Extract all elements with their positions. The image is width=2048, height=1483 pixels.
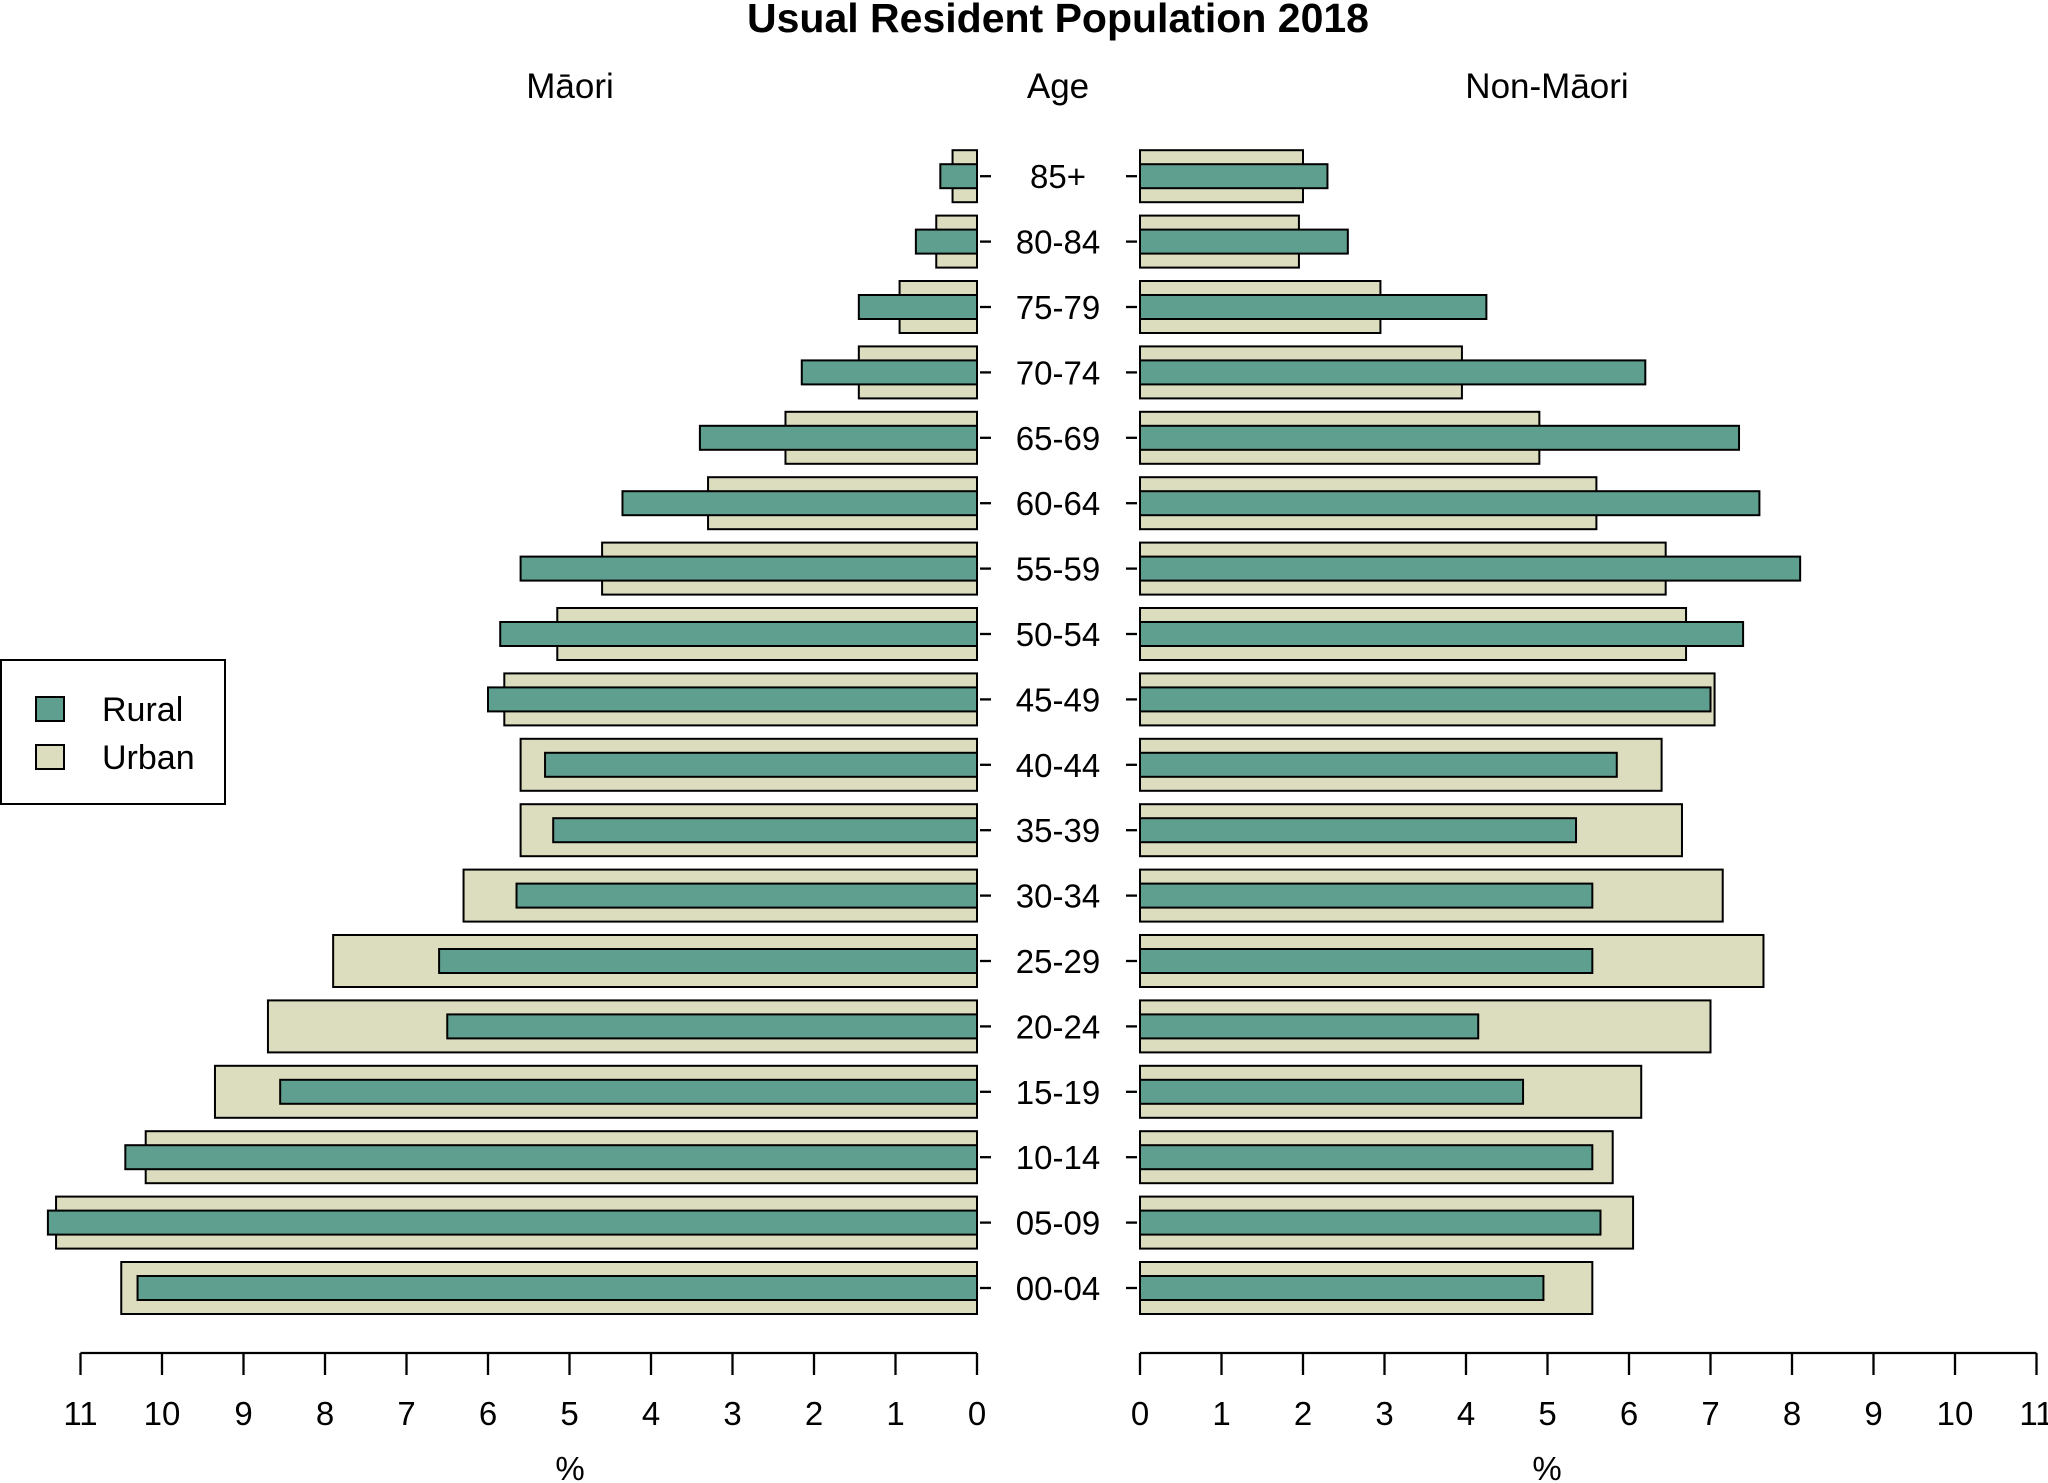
x-tick-label-maori-0: 0 — [968, 1395, 986, 1432]
bar-rural-non-maori-60-64 — [1139, 490, 1761, 517]
x-tick-label-non-maori-5: 5 — [1538, 1395, 1556, 1432]
x-tick-label-maori-6: 6 — [479, 1395, 497, 1432]
panel-header-maori: Māori — [526, 67, 614, 106]
age-label-00-04: 00-04 — [1016, 1270, 1100, 1307]
age-label-35-39: 35-39 — [1016, 812, 1100, 849]
bar-rural-non-maori-20-24 — [1139, 1013, 1480, 1040]
age-labels-group: 00-04 05-09 10-14 15-19 20-24 25-29 30-34 35-39… — [980, 158, 1137, 1307]
legend-box — [0, 659, 226, 805]
x-tick-label-maori-11: 11 — [63, 1395, 97, 1432]
age-label-80-84: 80-84 — [1016, 224, 1100, 261]
legend-label-rural: Rural — [102, 691, 183, 729]
bar-rural-non-maori-70-74 — [1139, 359, 1647, 386]
axes-group: 0 1 2 3 4 5 6 7 8 9 10 11 0 1 2 3 4 5 6 7 8 9 10 11 — [63, 1351, 2048, 1432]
x-tick-label-non-maori-1: 1 — [1212, 1395, 1230, 1432]
x-tick-label-non-maori-8: 8 — [1783, 1395, 1801, 1432]
bar-rural-maori-70-74 — [800, 359, 979, 386]
x-axis-label-right: % — [1532, 1450, 1561, 1483]
age-label-65-69: 65-69 — [1016, 420, 1100, 457]
bar-rural-maori-45-49 — [487, 686, 978, 713]
bar-rural-non-maori-30-34 — [1139, 882, 1594, 909]
bar-rural-maori-55-59 — [519, 555, 978, 582]
bar-rural-maori-20-24 — [446, 1013, 978, 1040]
x-tick-label-non-maori-11: 11 — [2019, 1395, 2048, 1432]
panel-header-non-maori: Non-Māori — [1465, 67, 1628, 106]
x-tick-label-maori-10: 10 — [144, 1395, 181, 1432]
age-label-55-59: 55-59 — [1016, 551, 1100, 588]
x-tick-label-non-maori-2: 2 — [1294, 1395, 1312, 1432]
bar-rural-non-maori-75-79 — [1139, 294, 1488, 320]
bar-rural-maori-15-19 — [279, 1078, 978, 1105]
bar-rural-non-maori-45-49 — [1139, 686, 1712, 713]
age-label-15-19: 15-19 — [1016, 1074, 1100, 1111]
age-label-30-34: 30-34 — [1016, 878, 1100, 915]
x-tick-label-maori-1: 1 — [886, 1395, 904, 1432]
age-label-45-49: 45-49 — [1016, 681, 1100, 718]
age-label-75-79: 75-79 — [1016, 289, 1100, 326]
x-tick-label-non-maori-6: 6 — [1620, 1395, 1638, 1432]
age-label-25-29: 25-29 — [1016, 943, 1100, 980]
bar-rural-maori-80-84 — [914, 228, 978, 255]
legend-swatch-urban — [35, 744, 65, 770]
bar-rural-maori-30-34 — [515, 882, 979, 909]
legend: Rural Urban — [0, 659, 226, 805]
bar-rural-maori-65-69 — [698, 424, 979, 451]
bar-rural-maori-60-64 — [621, 490, 978, 517]
bar-rural-maori-35-39 — [552, 817, 978, 844]
x-tick-label-maori-2: 2 — [805, 1395, 823, 1432]
x-tick-label-maori-8: 8 — [316, 1395, 334, 1432]
age-label-70-74: 70-74 — [1016, 354, 1100, 391]
bar-rural-non-maori-50-54 — [1139, 621, 1745, 647]
legend-swatch-rural — [35, 696, 65, 722]
legend-label-urban: Urban — [102, 739, 195, 777]
bar-rural-maori-10-14 — [124, 1144, 978, 1171]
age-label-20-24: 20-24 — [1016, 1008, 1100, 1045]
bar-rural-maori-40-44 — [544, 751, 978, 778]
x-tick-label-non-maori-4: 4 — [1457, 1395, 1475, 1432]
bar-rural-non-maori-25-29 — [1139, 948, 1594, 974]
bars-group — [46, 149, 1802, 1315]
bar-rural-non-maori-55-59 — [1139, 555, 1802, 582]
bar-rural-non-maori-35-39 — [1139, 817, 1578, 844]
center-header-age: Age — [1027, 67, 1089, 106]
x-tick-label-non-maori-0: 0 — [1131, 1395, 1149, 1432]
bar-rural-non-maori-15-19 — [1139, 1078, 1525, 1105]
bar-rural-maori-50-54 — [499, 621, 978, 647]
bar-rural-maori-05-09 — [46, 1209, 978, 1236]
bar-rural-non-maori-40-44 — [1139, 751, 1618, 778]
x-tick-label-non-maori-3: 3 — [1375, 1395, 1393, 1432]
x-tick-label-maori-3: 3 — [723, 1395, 741, 1432]
bar-rural-maori-00-04 — [136, 1275, 979, 1301]
bar-rural-non-maori-65-69 — [1139, 424, 1741, 451]
bar-rural-maori-75-79 — [857, 294, 979, 320]
bar-rural-non-maori-00-04 — [1139, 1275, 1545, 1301]
age-label-60-64: 60-64 — [1016, 485, 1100, 522]
x-tick-label-maori-9: 9 — [234, 1395, 252, 1432]
bar-rural-non-maori-10-14 — [1139, 1144, 1594, 1171]
x-tick-label-non-maori-9: 9 — [1864, 1395, 1882, 1432]
x-tick-label-maori-4: 4 — [642, 1395, 660, 1432]
age-label-85: 85+ — [1030, 158, 1086, 195]
bar-rural-maori-25-29 — [438, 948, 979, 974]
bar-rural-non-maori-85 — [1139, 163, 1329, 190]
age-label-05-09: 05-09 — [1016, 1205, 1100, 1242]
bar-rural-maori-85 — [939, 163, 979, 190]
x-axis-label-left: % — [555, 1450, 584, 1483]
bar-rural-non-maori-05-09 — [1139, 1209, 1602, 1236]
x-tick-label-non-maori-7: 7 — [1701, 1395, 1719, 1432]
age-label-50-54: 50-54 — [1016, 616, 1100, 653]
x-tick-label-maori-7: 7 — [397, 1395, 415, 1432]
bar-rural-non-maori-80-84 — [1139, 228, 1349, 255]
age-label-10-14: 10-14 — [1016, 1139, 1100, 1176]
chart-title: Usual Resident Population 2018 — [747, 0, 1369, 41]
x-tick-label-non-maori-10: 10 — [1937, 1395, 1974, 1432]
age-label-40-44: 40-44 — [1016, 747, 1100, 784]
x-tick-label-maori-5: 5 — [560, 1395, 578, 1432]
